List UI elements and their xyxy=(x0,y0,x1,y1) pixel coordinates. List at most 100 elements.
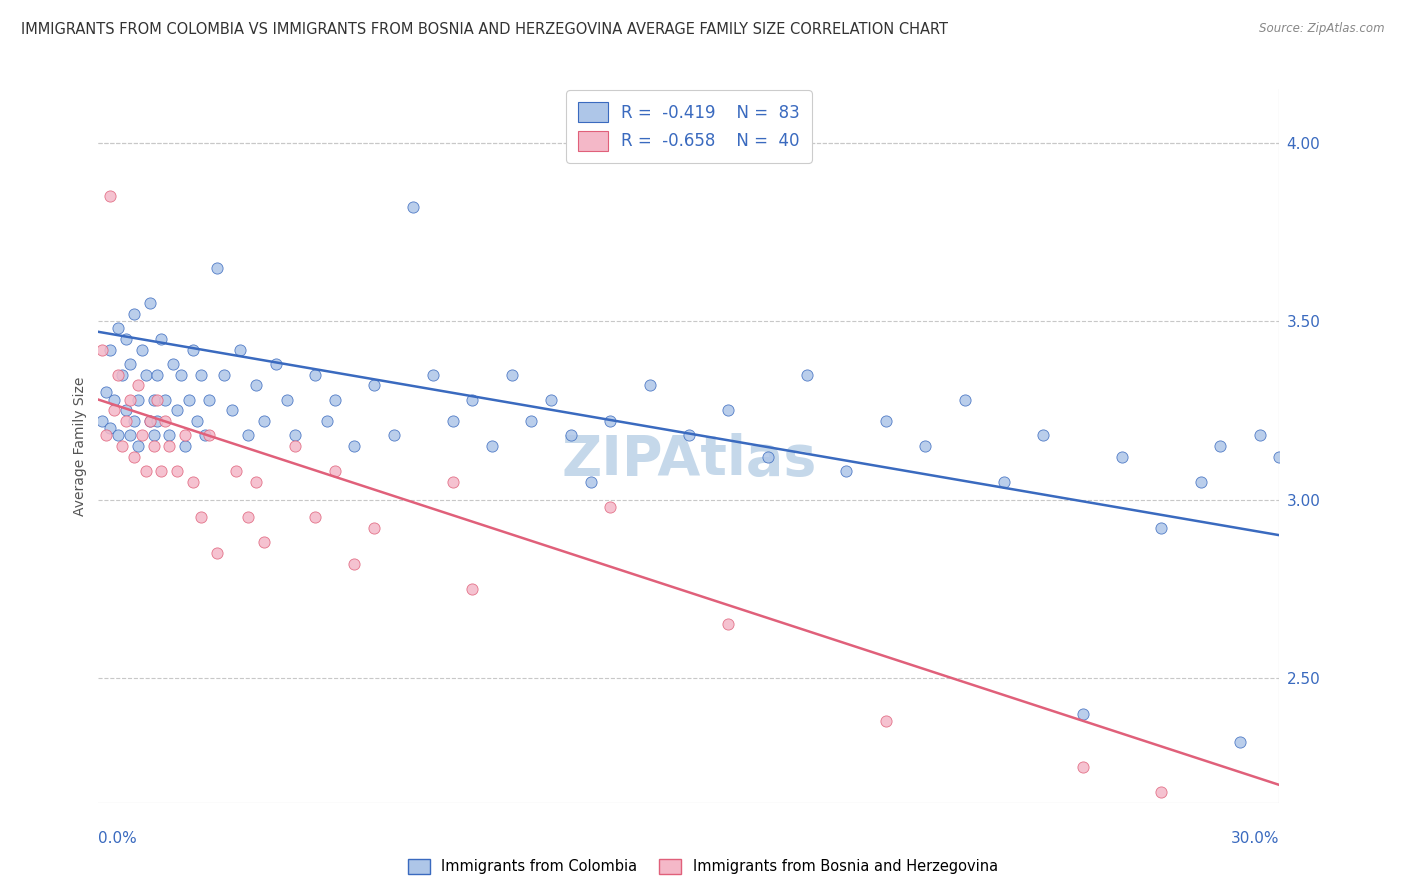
Point xyxy=(461,582,484,596)
Text: Source: ZipAtlas.com: Source: ZipAtlas.com xyxy=(1260,22,1385,36)
Point xyxy=(122,307,145,321)
Point xyxy=(155,414,177,428)
Point xyxy=(422,368,444,382)
Point xyxy=(520,414,543,428)
Point xyxy=(91,343,114,357)
Point xyxy=(461,392,484,407)
Point xyxy=(91,414,114,428)
Text: IMMIGRANTS FROM COLOMBIA VS IMMIGRANTS FROM BOSNIA AND HERZEGOVINA AVERAGE FAMIL: IMMIGRANTS FROM COLOMBIA VS IMMIGRANTS F… xyxy=(21,22,948,37)
Point xyxy=(236,510,259,524)
Point xyxy=(579,475,602,489)
Point xyxy=(194,428,217,442)
Point xyxy=(638,378,661,392)
Point xyxy=(166,403,188,417)
Point xyxy=(914,439,936,453)
Point xyxy=(253,535,276,549)
Point xyxy=(111,439,134,453)
Point xyxy=(103,392,125,407)
Point xyxy=(181,343,204,357)
Point xyxy=(197,392,219,407)
Point xyxy=(157,428,180,442)
Point xyxy=(127,439,149,453)
Point xyxy=(1111,450,1133,464)
Point xyxy=(363,521,385,535)
Point xyxy=(122,450,145,464)
Point xyxy=(186,414,208,428)
Point xyxy=(343,557,366,571)
Point xyxy=(796,368,818,382)
Point xyxy=(835,464,858,478)
Point xyxy=(115,414,138,428)
Point xyxy=(135,464,157,478)
Point xyxy=(599,500,621,514)
Point xyxy=(284,439,307,453)
Point xyxy=(131,428,153,442)
Point xyxy=(96,385,118,400)
Point xyxy=(875,714,897,728)
Point xyxy=(382,428,405,442)
Point xyxy=(599,414,621,428)
Point xyxy=(343,439,366,453)
Point xyxy=(1032,428,1054,442)
Point xyxy=(107,368,129,382)
Point xyxy=(174,439,197,453)
Point xyxy=(253,414,276,428)
Point xyxy=(177,392,200,407)
Point xyxy=(135,368,157,382)
Point xyxy=(170,368,193,382)
Point xyxy=(98,421,121,435)
Point xyxy=(190,510,212,524)
Point xyxy=(1249,428,1271,442)
Point xyxy=(197,428,219,442)
Point xyxy=(118,392,141,407)
Text: ZIPAtlas: ZIPAtlas xyxy=(561,434,817,487)
Point xyxy=(131,343,153,357)
Point xyxy=(236,428,259,442)
Point xyxy=(441,414,464,428)
Point xyxy=(1150,785,1173,799)
Point xyxy=(122,414,145,428)
Point xyxy=(146,368,169,382)
Point xyxy=(1229,735,1251,749)
Point xyxy=(756,450,779,464)
Point xyxy=(245,475,267,489)
Point xyxy=(1209,439,1232,453)
Point xyxy=(205,546,228,560)
Point xyxy=(284,428,307,442)
Point xyxy=(315,414,337,428)
Point xyxy=(221,403,243,417)
Point xyxy=(118,428,141,442)
Y-axis label: Average Family Size: Average Family Size xyxy=(73,376,87,516)
Point xyxy=(1150,521,1173,535)
Point xyxy=(205,260,228,275)
Point xyxy=(1071,706,1094,721)
Point xyxy=(245,378,267,392)
Point xyxy=(155,392,177,407)
Text: 0.0%: 0.0% xyxy=(98,831,138,846)
Point xyxy=(1071,760,1094,774)
Point xyxy=(107,321,129,335)
Point xyxy=(1189,475,1212,489)
Point xyxy=(138,414,160,428)
Point xyxy=(501,368,523,382)
Point xyxy=(142,439,165,453)
Point xyxy=(157,439,180,453)
Point xyxy=(98,343,121,357)
Point xyxy=(181,475,204,489)
Point xyxy=(323,392,346,407)
Point xyxy=(166,464,188,478)
Point xyxy=(441,475,464,489)
Point xyxy=(138,414,160,428)
Legend: R =  -0.419    N =  83, R =  -0.658    N =  40: R = -0.419 N = 83, R = -0.658 N = 40 xyxy=(567,90,811,162)
Point xyxy=(993,475,1015,489)
Point xyxy=(127,378,149,392)
Point xyxy=(276,392,298,407)
Point xyxy=(115,403,138,417)
Point xyxy=(540,392,562,407)
Point xyxy=(717,403,740,417)
Point xyxy=(678,428,700,442)
Point xyxy=(115,332,138,346)
Point xyxy=(953,392,976,407)
Point xyxy=(103,403,125,417)
Point xyxy=(118,357,141,371)
